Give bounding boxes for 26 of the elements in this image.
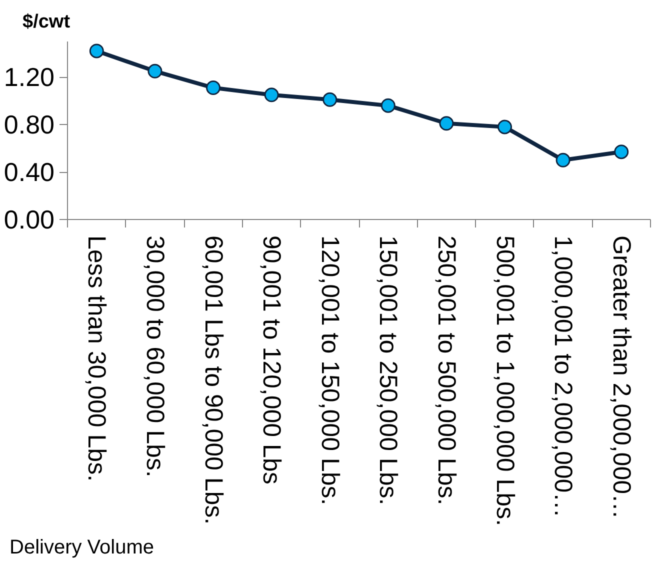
y-tick-label: 0.40	[4, 157, 55, 188]
point	[89, 44, 104, 58]
x-tick-label: Less than 30,000 Lbs.	[82, 236, 111, 482]
x-tick-label: 500,001 to 1,000,000 Lbs.	[490, 236, 519, 526]
y-tick-label: 0.80	[4, 110, 55, 140]
y-axis-title: $/cwt	[22, 12, 71, 32]
x-axis-title: Delivery Volume	[10, 536, 154, 558]
point	[322, 92, 338, 107]
point	[206, 80, 220, 96]
point	[148, 64, 162, 78]
x-tick-label: 30,000 to 60,000 Lbs.	[140, 236, 169, 478]
point	[498, 120, 512, 134]
x-tick-label: 90,001 to 120,000 Lbs	[258, 236, 286, 484]
x-tick-label: 120,001 to 150,000 Lbs.	[316, 236, 344, 506]
x-tick-label: 60,001 Lbs to 90,000 Lbs.	[199, 236, 228, 525]
y-tick-label: 1.20	[4, 62, 55, 92]
x-tick-label: 150,001 to 250,000 Lbs.	[374, 236, 402, 506]
x-tick-label: Greater than 2,000,000…	[607, 236, 636, 520]
point	[380, 98, 396, 113]
y-tick-label: 0.00	[4, 204, 55, 234]
point	[614, 144, 629, 160]
point	[439, 116, 454, 131]
x-tick-label: 250,001 to 500,000 Lbs.	[432, 236, 460, 506]
point	[556, 152, 570, 168]
x-tick-label: 1,000,001 to 2,000,000…	[549, 236, 578, 518]
point	[264, 88, 279, 102]
